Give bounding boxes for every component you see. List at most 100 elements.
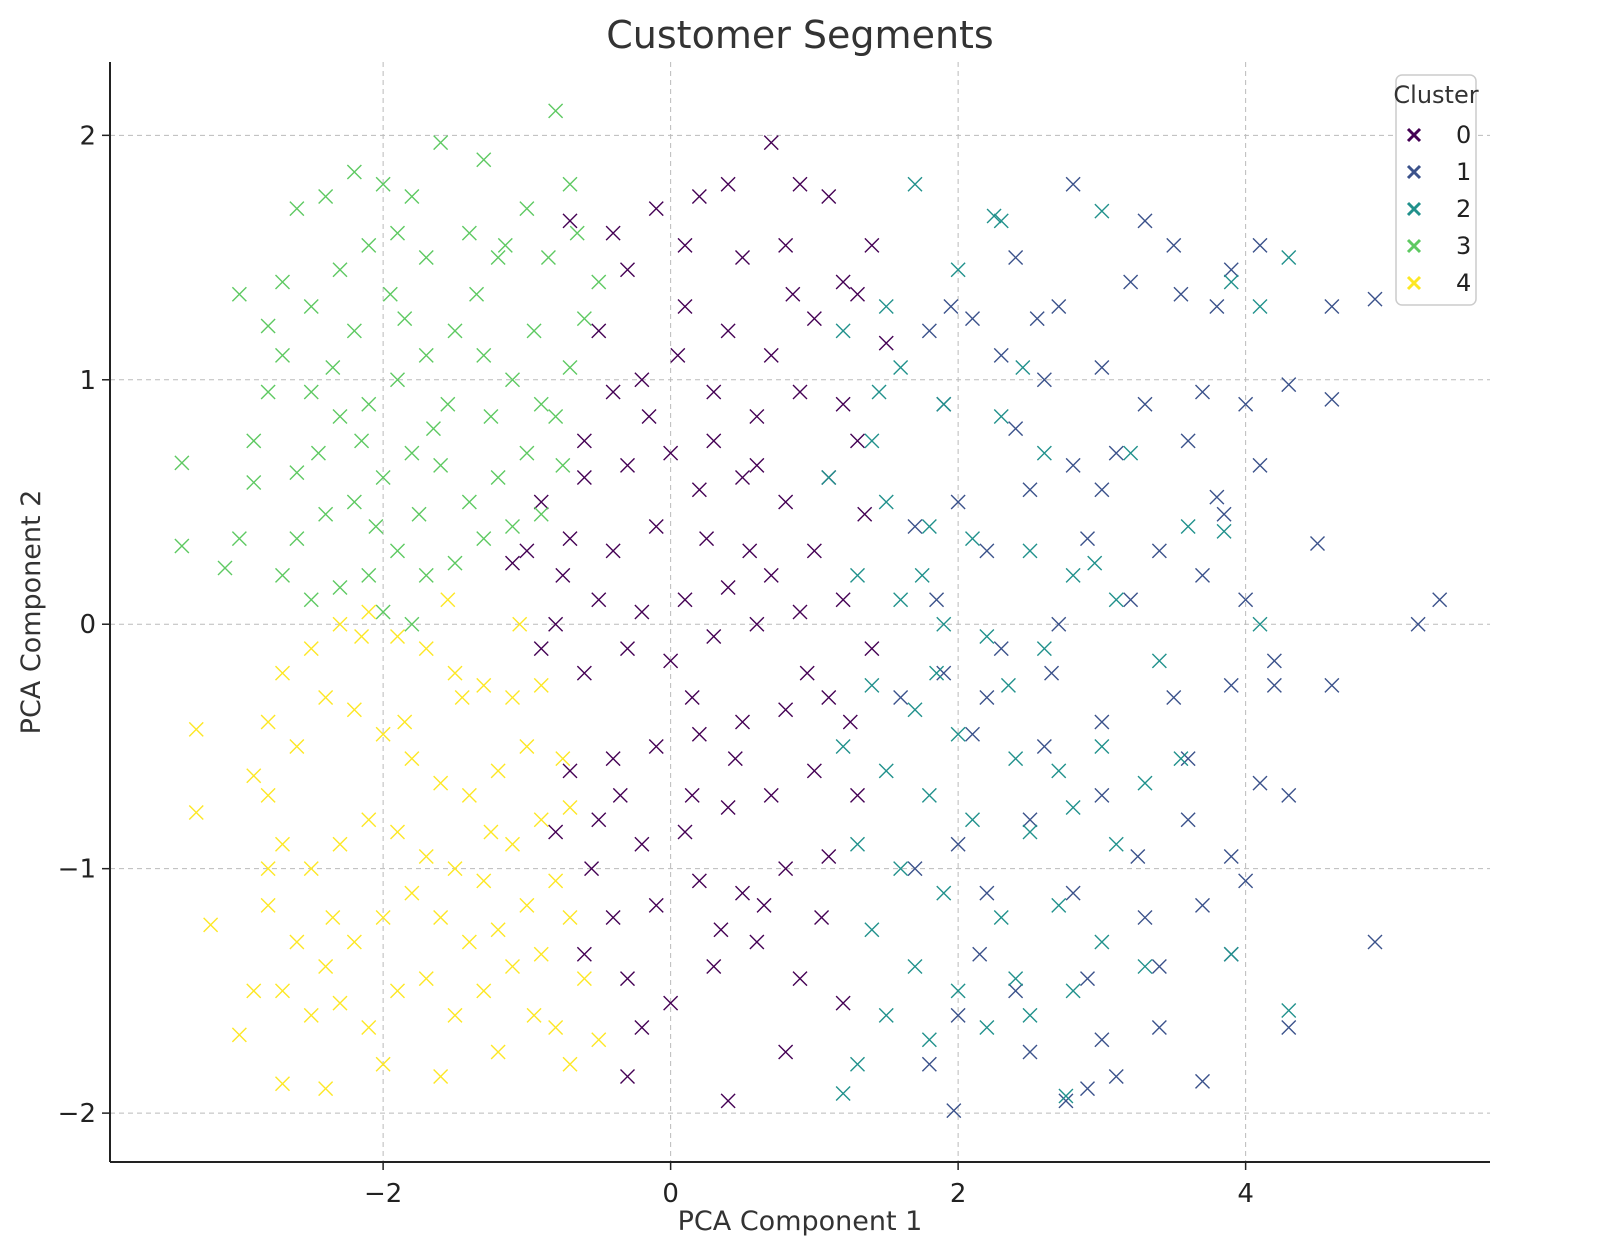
data-point xyxy=(548,408,564,424)
data-point xyxy=(950,1007,966,1023)
data-point xyxy=(325,360,341,376)
legend-label: 4 xyxy=(1456,269,1471,297)
data-point xyxy=(1216,523,1232,539)
data-point xyxy=(548,103,564,119)
data-point xyxy=(1151,1020,1167,1036)
data-point xyxy=(1180,812,1196,828)
data-point xyxy=(275,836,290,852)
data-point xyxy=(907,518,923,534)
data-point xyxy=(447,1007,463,1023)
data-point xyxy=(382,286,398,302)
data-point xyxy=(605,751,621,767)
data-point xyxy=(490,922,506,938)
data-point xyxy=(742,543,758,559)
data-point xyxy=(605,910,621,926)
data-point xyxy=(634,372,650,388)
data-point xyxy=(447,555,463,571)
y-axis-label: PCA Component 2 xyxy=(16,490,47,735)
data-point xyxy=(476,347,492,363)
data-point xyxy=(1151,653,1167,669)
data-point xyxy=(1223,262,1239,278)
data-point xyxy=(648,738,664,754)
data-point xyxy=(914,567,930,583)
data-point xyxy=(303,298,319,314)
data-point xyxy=(397,714,413,730)
data-point xyxy=(1051,763,1067,779)
data-point xyxy=(936,616,952,632)
data-point xyxy=(569,225,585,241)
data-point xyxy=(476,983,492,999)
data-point xyxy=(1195,567,1210,583)
data-point xyxy=(289,738,305,754)
data-point xyxy=(476,677,492,693)
data-point xyxy=(260,714,276,730)
data-point xyxy=(318,506,334,522)
data-point xyxy=(620,971,635,987)
data-point xyxy=(375,910,391,926)
data-point xyxy=(490,250,506,266)
y-tick-label: 0 xyxy=(79,610,96,640)
axis-ticks: −2 0 2 4 −2 −1 0 1 2 xyxy=(58,121,1254,1209)
legend-label: 0 xyxy=(1456,121,1471,149)
data-point xyxy=(1008,983,1024,999)
data-point xyxy=(878,494,894,510)
data-point xyxy=(965,726,980,742)
data-point xyxy=(1094,714,1110,730)
data-point xyxy=(555,751,571,767)
data-point xyxy=(1137,775,1153,791)
data-point xyxy=(512,616,528,632)
data-point xyxy=(965,531,980,547)
data-point xyxy=(749,457,765,473)
data-point xyxy=(476,152,492,168)
data-point xyxy=(878,1007,894,1023)
data-point xyxy=(749,408,765,424)
data-point xyxy=(1080,971,1095,987)
data-point xyxy=(1281,1020,1297,1036)
data-point xyxy=(1008,751,1024,767)
data-point xyxy=(1051,897,1067,913)
data-point xyxy=(893,861,909,877)
data-point xyxy=(1036,738,1052,754)
data-point xyxy=(605,225,621,241)
data-point xyxy=(275,1076,290,1092)
data-point xyxy=(519,201,535,217)
data-point xyxy=(806,311,822,327)
data-point xyxy=(1281,787,1297,803)
data-point xyxy=(332,995,348,1011)
data-point xyxy=(1166,237,1182,253)
data-point xyxy=(878,298,894,314)
x-tick-label: 0 xyxy=(662,1179,679,1209)
data-point xyxy=(497,237,513,253)
data-point xyxy=(1051,298,1067,314)
data-point xyxy=(1051,616,1067,632)
data-point xyxy=(490,1044,506,1060)
x-axis-label: PCA Component 1 xyxy=(678,1206,923,1237)
data-point xyxy=(1281,377,1297,393)
data-point xyxy=(677,824,693,840)
data-point xyxy=(1367,934,1383,950)
data-point xyxy=(505,555,520,571)
data-point xyxy=(526,1007,542,1023)
data-point xyxy=(174,538,190,554)
data-point xyxy=(361,604,377,620)
data-point xyxy=(677,298,693,314)
data-point xyxy=(864,641,880,657)
data-point xyxy=(505,836,520,852)
data-point xyxy=(893,592,909,608)
data-point xyxy=(1137,910,1153,926)
data-point xyxy=(893,360,909,376)
data-point xyxy=(188,721,204,737)
data-point xyxy=(533,396,549,412)
data-point xyxy=(620,457,635,473)
data-point xyxy=(1065,983,1081,999)
data-point xyxy=(720,176,736,192)
data-point xyxy=(1087,555,1103,571)
data-point xyxy=(368,518,384,534)
data-point xyxy=(1065,885,1081,901)
data-point xyxy=(390,983,405,999)
y-tick-label: −2 xyxy=(58,1099,96,1129)
data-point xyxy=(979,690,995,706)
data-point xyxy=(620,262,635,278)
data-point xyxy=(1029,311,1045,327)
data-point xyxy=(289,201,305,217)
